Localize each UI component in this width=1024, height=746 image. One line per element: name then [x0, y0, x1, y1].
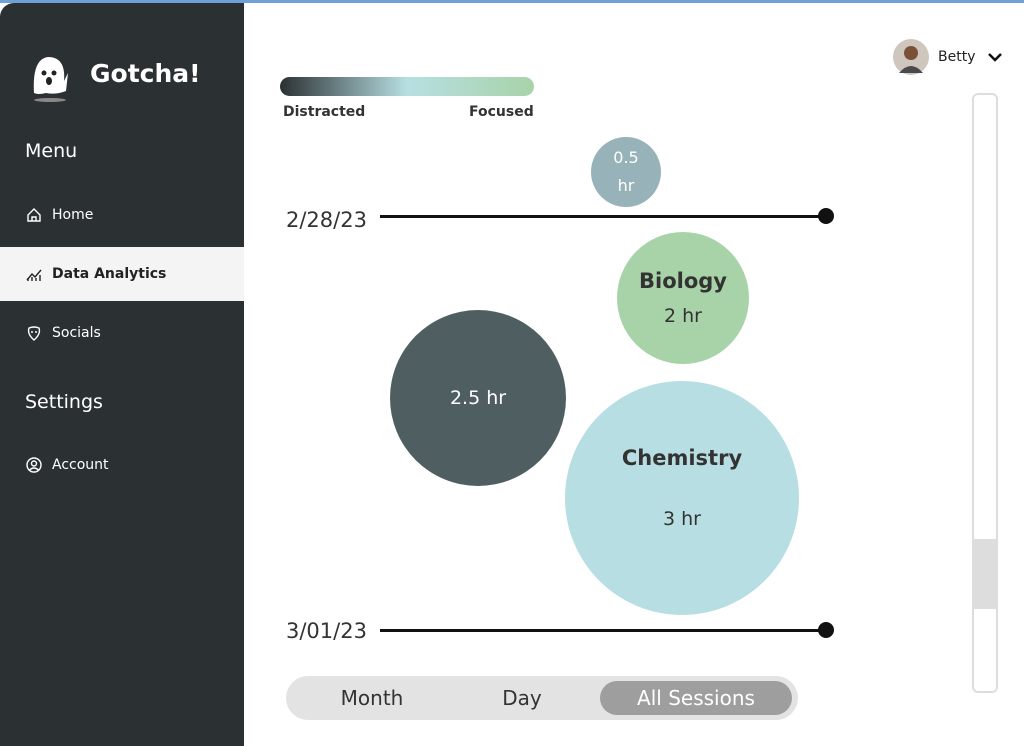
avatar [893, 39, 929, 75]
session-bubble[interactable]: 0.5 hr [591, 137, 661, 207]
settings-heading: Settings [25, 391, 103, 413]
timeline-dot [818, 208, 834, 224]
tab-active[interactable]: All Sessions [600, 681, 792, 715]
menu-heading: Menu [25, 140, 78, 162]
nav-socials[interactable]: Socials [0, 306, 244, 360]
user-menu[interactable]: Betty [893, 39, 1003, 75]
nav-label: Account [52, 457, 109, 473]
legend-low: Distracted [283, 104, 366, 120]
sidebar: Gotcha! Menu Home Data Analytics Socials… [0, 3, 244, 746]
tab[interactable]: Month [340, 686, 404, 710]
app-name: Gotcha! [90, 59, 201, 88]
duration: 0.5 hr [613, 148, 639, 195]
analytics-icon [26, 269, 42, 281]
nav-label: Data Analytics [52, 266, 167, 282]
home-icon [27, 208, 41, 222]
tab[interactable]: Day [502, 686, 542, 710]
start-date: 2/28/23 [286, 208, 367, 232]
scrollbar-thumb[interactable] [974, 539, 996, 609]
session-bubble[interactable]: Chemistry 3 hr [565, 381, 799, 615]
duration: 3 hr [663, 508, 701, 530]
legend-gradient [280, 77, 534, 96]
scrollbar[interactable] [972, 93, 998, 693]
nav-home[interactable]: Home [0, 188, 244, 242]
timeline-dot [818, 622, 834, 638]
nav-label: Socials [52, 325, 101, 341]
subject: Biology [639, 269, 727, 293]
nav-account[interactable]: Account [0, 438, 244, 492]
session-bubble[interactable]: 2.5 hr [390, 310, 566, 486]
end-date: 3/01/23 [286, 619, 367, 643]
user-name: Betty [938, 49, 976, 65]
chevron-down[interactable] [987, 51, 1003, 63]
logo-icon [33, 57, 68, 102]
view-tabs: Month Day All Sessions [286, 676, 798, 720]
timeline-line [380, 215, 826, 218]
duration: 2.5 hr [449, 387, 507, 409]
socials-icon [27, 326, 41, 341]
account-icon [26, 457, 42, 473]
timeline-line [380, 629, 826, 632]
subject: Chemistry [621, 446, 743, 470]
nav-data-analytics[interactable]: Data Analytics [0, 247, 244, 301]
session-bubble[interactable]: Biology 2 hr [617, 232, 749, 364]
duration: 2 hr [664, 305, 702, 327]
legend-high: Focused [469, 104, 534, 120]
nav-label: Home [52, 207, 94, 223]
